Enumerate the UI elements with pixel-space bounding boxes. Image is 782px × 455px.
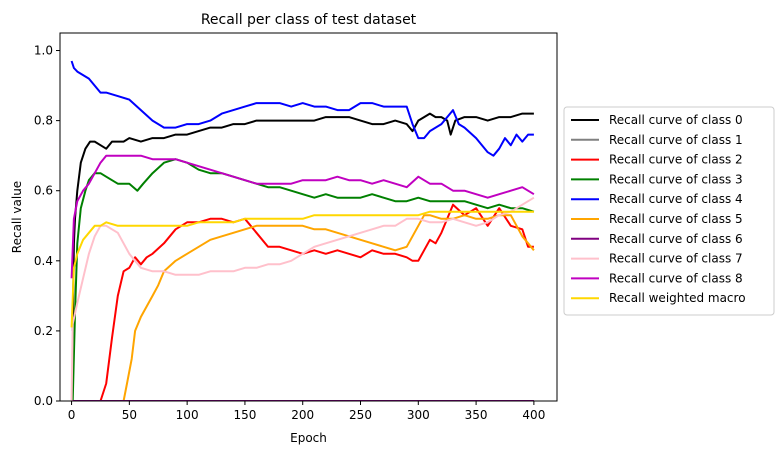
x-axis-label: Epoch bbox=[290, 431, 327, 445]
y-tick-label: 0.6 bbox=[34, 184, 53, 198]
x-tick-label: 50 bbox=[122, 408, 137, 422]
y-axis: 0.0 0.2 0.4 0.6 0.8 1.0 bbox=[34, 44, 60, 408]
legend: Recall curve of class 0 Recall curve of c… bbox=[563, 106, 775, 316]
x-tick-label: 0 bbox=[68, 408, 76, 422]
x-tick-label: 150 bbox=[233, 408, 256, 422]
series-line-8 bbox=[70, 154, 535, 279]
legend-label-7: Recall curve of class 7 bbox=[609, 252, 743, 266]
legend-label-1: Recall curve of class 1 bbox=[609, 133, 743, 147]
series-line-7 bbox=[70, 196, 535, 401]
x-tick-label: 400 bbox=[522, 408, 545, 422]
legend-label-2: Recall curve of class 2 bbox=[609, 153, 743, 167]
plot-area bbox=[59, 32, 558, 402]
legend-label-3: Recall curve of class 3 bbox=[609, 172, 743, 186]
series-line-5 bbox=[71, 214, 535, 401]
y-tick-label: 0.4 bbox=[34, 254, 53, 268]
chart-title: Recall per class of test dataset bbox=[201, 12, 417, 28]
legend-box bbox=[563, 106, 775, 316]
x-tick-label: 250 bbox=[349, 408, 372, 422]
x-axis: 0 50 100 150 200 250 300 350 400 bbox=[68, 401, 545, 422]
legend-label-6: Recall curve of class 6 bbox=[609, 232, 743, 246]
series-line-3 bbox=[71, 158, 535, 401]
legend-label-4: Recall curve of class 4 bbox=[609, 192, 743, 206]
legend-label-0: Recall curve of class 0 bbox=[609, 113, 743, 127]
series-line-9 bbox=[70, 210, 534, 328]
legend-label-9: Recall weighted macro bbox=[609, 291, 746, 305]
series-line-4 bbox=[70, 60, 534, 157]
x-tick-label: 350 bbox=[465, 408, 488, 422]
x-tick-label: 300 bbox=[407, 408, 430, 422]
plot-frame bbox=[59, 32, 558, 402]
y-tick-label: 0.0 bbox=[34, 394, 53, 408]
y-tick-label: 1.0 bbox=[34, 44, 53, 58]
y-tick-label: 0.2 bbox=[34, 324, 53, 338]
series-line-0 bbox=[71, 112, 534, 331]
y-tick-label: 0.8 bbox=[34, 114, 53, 128]
x-tick-label: 100 bbox=[176, 408, 199, 422]
y-axis-label: Recall value bbox=[10, 181, 24, 253]
legend-label-5: Recall curve of class 5 bbox=[609, 212, 743, 226]
legend-label-8: Recall curve of class 8 bbox=[609, 271, 743, 285]
x-tick-label: 200 bbox=[291, 408, 314, 422]
series-line-2 bbox=[71, 203, 534, 401]
